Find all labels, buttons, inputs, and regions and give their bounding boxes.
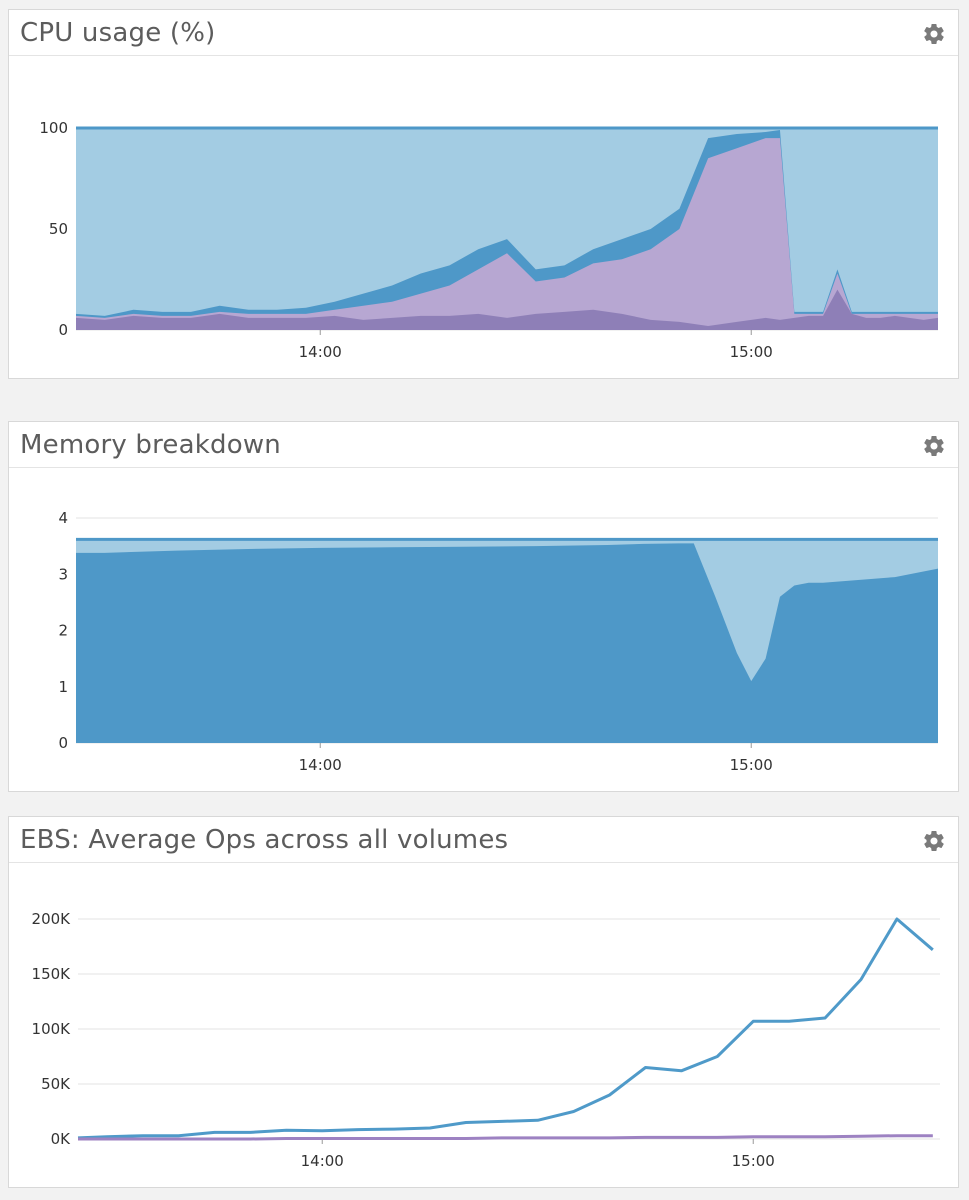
x-tick-label: 14:00	[299, 756, 342, 774]
ebs-series-line-1	[78, 1134, 933, 1141]
panel-header: EBS: Average Ops across all volumes	[9, 817, 958, 863]
y-tick-label: 100K	[32, 1020, 72, 1038]
y-tick-label: 200K	[32, 910, 72, 928]
x-tick-label: 15:00	[730, 756, 773, 774]
ebs-ops-panel: EBS: Average Ops across all volumes 200K…	[8, 816, 959, 1188]
gear-icon[interactable]	[922, 22, 946, 46]
gear-icon[interactable]	[922, 434, 946, 458]
panel-title: CPU usage (%)	[20, 18, 216, 48]
y-tick-label: 100	[39, 119, 68, 137]
y-tick-label: 2	[58, 622, 68, 640]
x-tick-label: 15:00	[730, 343, 773, 361]
cpu-series-area-1	[76, 138, 938, 330]
ebs-series-line-0	[77, 917, 934, 1140]
y-tick-label: 0K	[51, 1130, 72, 1148]
y-tick-label: 4	[58, 509, 68, 527]
panel-header: CPU usage (%)	[9, 10, 958, 56]
x-tick-label: 14:00	[299, 343, 342, 361]
y-tick-label: 0	[58, 734, 68, 752]
y-tick-label: 1	[58, 678, 68, 696]
panel-header: Memory breakdown	[9, 422, 958, 468]
y-tick-label: 150K	[32, 965, 72, 983]
y-tick-label: 50K	[41, 1075, 71, 1093]
y-tick-label: 0	[58, 321, 68, 339]
panel-title: EBS: Average Ops across all volumes	[20, 825, 509, 855]
memory-used-area	[76, 543, 938, 743]
y-tick-label: 3	[58, 565, 68, 583]
gear-icon[interactable]	[922, 829, 946, 853]
y-tick-label: 50	[49, 220, 68, 238]
x-tick-label: 15:00	[732, 1152, 775, 1170]
x-tick-label: 14:00	[301, 1152, 344, 1170]
cpu-series-area-0	[76, 289, 938, 330]
panel-title: Memory breakdown	[20, 430, 281, 460]
